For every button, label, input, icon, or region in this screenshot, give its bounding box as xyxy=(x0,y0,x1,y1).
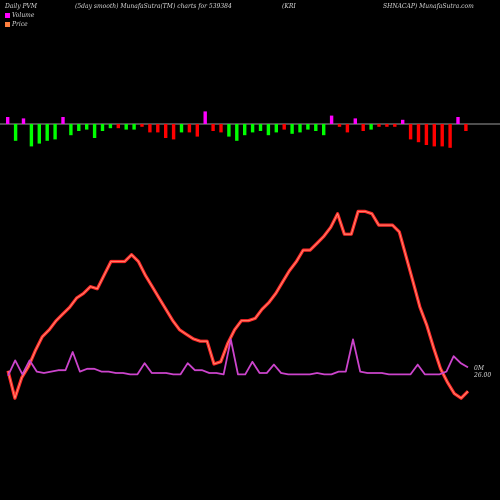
price-line-highlight xyxy=(7,210,469,399)
volume-bar xyxy=(314,124,318,131)
volume-bar xyxy=(203,111,207,124)
volume-bar xyxy=(116,124,120,129)
volume-bar xyxy=(227,124,231,137)
volume-bar xyxy=(156,124,160,133)
volume-bar xyxy=(306,124,310,130)
volume-bar xyxy=(37,124,41,144)
end-value-label: 0M 26.00 xyxy=(474,365,492,379)
volume-bar xyxy=(298,124,302,133)
legend-price: Price xyxy=(5,21,28,28)
volume-bar xyxy=(108,124,113,129)
volume-bar xyxy=(416,124,421,143)
volume-bar xyxy=(77,124,81,131)
volume-bar xyxy=(282,124,286,130)
volume-bar xyxy=(179,124,184,133)
volume-bar xyxy=(85,124,89,130)
volume-bar xyxy=(274,124,278,133)
volume-bar xyxy=(61,117,65,124)
legend-price-swatch xyxy=(5,22,10,27)
volume-bar xyxy=(13,124,18,141)
volume-bar xyxy=(353,118,357,124)
volume-bar xyxy=(211,124,215,131)
volume-bar xyxy=(195,124,199,137)
legend-volume-swatch xyxy=(5,13,10,18)
volume-bar xyxy=(243,124,247,136)
volume-line xyxy=(7,338,469,377)
volume-bar xyxy=(448,124,452,148)
volume-bar xyxy=(132,124,136,130)
volume-bar xyxy=(385,124,389,127)
legend-volume: Volume xyxy=(5,12,34,19)
volume-bar xyxy=(290,124,294,134)
volume-bar xyxy=(100,124,105,131)
volume-bar xyxy=(408,124,413,140)
volume-bar xyxy=(187,124,192,133)
volume-bar xyxy=(250,124,255,133)
volume-bar xyxy=(266,124,271,136)
header-symbol-b: SHNACAP) MunafaSutra.com xyxy=(383,3,474,10)
volume-bar xyxy=(464,124,468,131)
volume-bar xyxy=(45,124,49,141)
volume-bar xyxy=(171,124,176,140)
volume-bar xyxy=(337,124,342,127)
volume-bar xyxy=(361,124,365,131)
volume-bars xyxy=(6,111,468,148)
volume-bar xyxy=(258,124,263,131)
volume-bar xyxy=(148,124,152,133)
volume-bar xyxy=(432,124,436,147)
header-title: (5day smooth) MunafaSutra(TM) charts for… xyxy=(75,3,232,10)
volume-bar xyxy=(440,124,444,147)
volume-bar xyxy=(29,124,34,147)
volume-bar xyxy=(401,119,405,124)
volume-bar xyxy=(424,124,429,145)
volume-bar xyxy=(329,115,334,124)
volume-bar xyxy=(456,117,460,124)
volume-bar xyxy=(322,124,326,136)
header-left: Daily PVM xyxy=(5,3,38,10)
volume-bar xyxy=(219,124,223,133)
volume-bar xyxy=(69,124,73,136)
volume-bar xyxy=(345,124,350,133)
volume-bar xyxy=(369,124,373,130)
header-symbol-a: (KRI xyxy=(282,3,296,10)
volume-bar xyxy=(6,117,10,124)
volume-bar xyxy=(377,124,381,127)
volume-bar xyxy=(164,124,168,138)
volume-bar xyxy=(53,124,57,140)
volume-bar xyxy=(92,124,97,138)
volume-bar xyxy=(140,124,144,127)
volume-bar xyxy=(235,124,239,141)
volume-bar xyxy=(393,124,397,127)
legend-price-label: Price xyxy=(12,21,28,28)
volume-bar xyxy=(21,118,26,124)
volume-bar xyxy=(124,124,128,130)
legend-volume-label: Volume xyxy=(12,12,35,19)
